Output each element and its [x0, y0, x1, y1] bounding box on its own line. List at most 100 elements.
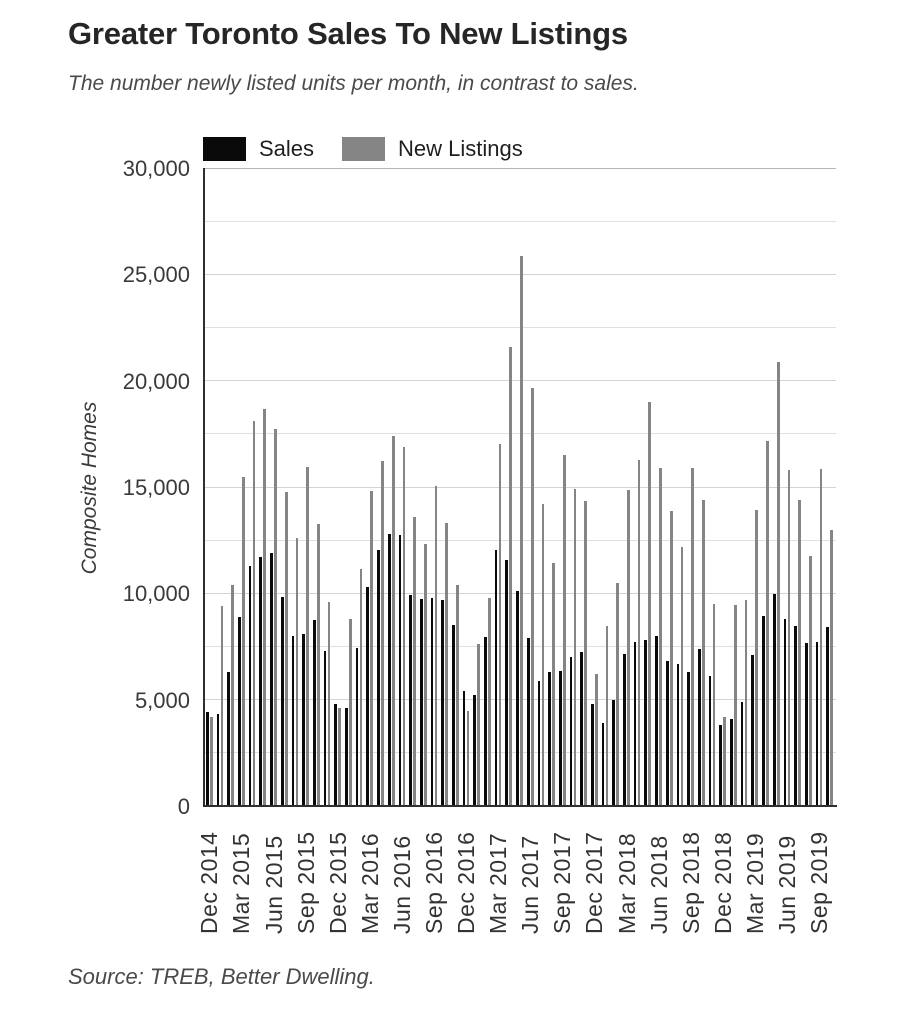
sales-bar — [730, 718, 733, 806]
new-listings-bar — [744, 599, 748, 806]
gridline — [205, 220, 836, 222]
x-tick-label: Mar 2019 — [741, 832, 768, 934]
x-tick-label: Dec 2016 — [453, 831, 480, 934]
new-listings-bar — [242, 477, 245, 806]
x-tick-label: Mar 2015 — [228, 832, 255, 934]
sales-bar — [206, 712, 209, 806]
new-listings-bar — [306, 466, 309, 806]
new-listings-bar — [455, 584, 459, 806]
sales-bar — [580, 651, 583, 806]
sales-bar — [345, 708, 348, 806]
new-listings-bar — [263, 409, 267, 806]
new-listings-bar — [402, 446, 406, 806]
new-listings-bar — [466, 711, 470, 806]
x-tick-label: Sep 2019 — [806, 831, 832, 934]
new-listings-bar — [316, 524, 320, 806]
x-tick-label: Dec 2017 — [581, 831, 608, 934]
new-listings-bar — [220, 606, 224, 806]
new-listings-bar — [274, 428, 277, 806]
sales-bar — [355, 647, 359, 806]
new-listings-bar — [530, 388, 534, 806]
new-listings-bar — [798, 499, 801, 806]
sales-bar — [794, 626, 797, 806]
new-listings-bar — [723, 716, 727, 806]
new-listings-bar — [734, 605, 737, 806]
new-listings-bar — [584, 500, 587, 806]
x-tick-label: Jun 2017 — [517, 835, 544, 934]
sales-bar — [280, 596, 284, 806]
new-listings-bar — [573, 489, 577, 806]
sales-bar — [815, 642, 819, 806]
x-tick-label: Dec 2018 — [709, 831, 736, 934]
sales-bar — [623, 653, 626, 806]
sales-bar — [751, 655, 755, 806]
sales-bar — [719, 725, 723, 806]
new-listings-bar — [252, 421, 256, 806]
new-listings-bar — [488, 597, 491, 806]
x-tick-label: Jun 2015 — [260, 835, 287, 934]
sales-bar — [697, 648, 701, 806]
new-listings-bar — [680, 546, 684, 806]
new-listings-bar — [295, 538, 299, 806]
new-listings-bar — [498, 444, 502, 806]
x-tick-label: Sep 2018 — [677, 831, 704, 934]
sales-bar — [484, 636, 487, 806]
sales-bar — [655, 635, 658, 806]
chart-subtitle: The number newly listed units per month,… — [68, 72, 639, 95]
x-tick-label: Dec 2015 — [324, 831, 351, 934]
new-listings-bar — [423, 544, 427, 806]
x-tick-label: Mar 2017 — [485, 832, 512, 934]
y-tick-label: 15,000 — [122, 475, 190, 500]
sales-bar — [387, 533, 391, 806]
new-listings-swatch-icon — [342, 137, 385, 161]
x-tick-label: Sep 2017 — [549, 831, 576, 934]
new-listings-bar — [520, 256, 523, 806]
new-listings-bar — [327, 601, 331, 806]
new-listings-bar — [413, 516, 416, 806]
y-tick-label: 10,000 — [122, 581, 190, 607]
sales-bar — [772, 594, 776, 806]
new-listings-bar — [669, 511, 673, 806]
sales-bar — [302, 633, 305, 806]
new-listings-bar — [477, 644, 481, 806]
sales-bar — [601, 723, 605, 806]
x-tick-label: Mar 2016 — [356, 832, 383, 934]
sales-bar — [430, 597, 434, 806]
sales-bar — [227, 672, 231, 806]
new-listings-bar — [755, 510, 759, 806]
chart-title: Greater Toronto Sales To New Listings — [68, 16, 628, 51]
new-listings-bar — [541, 504, 545, 806]
x-tick-label: Mar 2018 — [613, 832, 640, 934]
sales-bar — [259, 557, 263, 806]
sales-bar — [505, 560, 509, 806]
new-listings-bar — [595, 674, 598, 806]
x-tick-label: Jun 2018 — [645, 835, 672, 934]
y-tick-label: 0 — [177, 794, 190, 819]
new-listings-bar — [284, 492, 288, 806]
sales-bar — [633, 642, 637, 806]
new-listings-bar — [637, 460, 641, 806]
sales-bar — [740, 701, 744, 806]
new-listings-bar — [691, 467, 694, 806]
x-axis-line — [203, 805, 837, 807]
new-listings-bar — [231, 584, 235, 806]
sales-bar — [248, 565, 252, 806]
new-listings-bar — [381, 461, 384, 806]
sales-bar — [548, 672, 551, 806]
sales-swatch-icon — [203, 137, 246, 161]
new-listings-bar — [370, 491, 374, 806]
sales-bar — [409, 595, 412, 806]
new-listings-bar — [445, 523, 448, 806]
sales-bar — [804, 643, 808, 806]
sales-bar — [494, 549, 498, 806]
y-tick-label: 5,000 — [134, 687, 190, 713]
sales-bar — [398, 534, 402, 806]
sales-bar — [591, 703, 594, 806]
sales-bar — [612, 699, 616, 806]
sales-bar — [238, 616, 241, 806]
new-listings-bar — [359, 568, 363, 806]
new-listings-bar — [616, 582, 620, 806]
new-listings-bar — [562, 455, 566, 806]
sales-bar — [516, 591, 519, 806]
